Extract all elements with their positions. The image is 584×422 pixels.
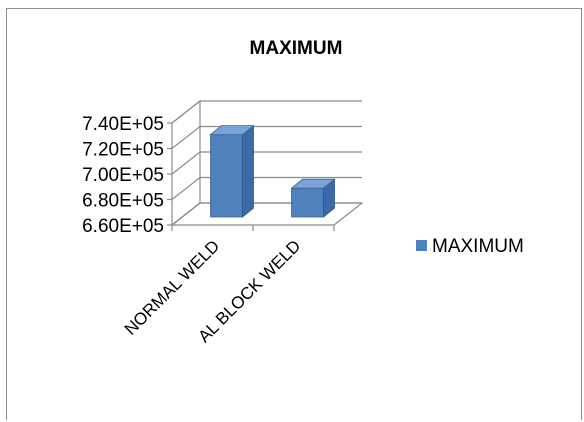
legend-entry: MAXIMUM bbox=[416, 236, 524, 257]
y-axis-ticks: 6.60E+05 6.80E+05 7.00E+05 7.20E+05 7.40E+05 bbox=[82, 114, 172, 237]
y-tick-label: 6.60E+05 bbox=[82, 216, 164, 237]
y-tick-label: 7.40E+05 bbox=[82, 114, 164, 135]
y-tick-label: 7.00E+05 bbox=[82, 165, 164, 186]
bar-side bbox=[243, 126, 254, 217]
chart-title: MAXIMUM bbox=[250, 38, 343, 59]
bar-1 bbox=[211, 126, 254, 217]
legend-swatch bbox=[416, 240, 427, 251]
x-axis-ticks bbox=[172, 225, 334, 231]
legend: MAXIMUM bbox=[416, 236, 524, 257]
bar-front bbox=[292, 188, 324, 217]
y-tick-label: 6.80E+05 bbox=[82, 191, 164, 212]
bar-front bbox=[211, 135, 243, 217]
bar-2 bbox=[292, 179, 335, 217]
y-tick-label: 7.20E+05 bbox=[82, 140, 164, 161]
legend-label: MAXIMUM bbox=[432, 236, 524, 257]
